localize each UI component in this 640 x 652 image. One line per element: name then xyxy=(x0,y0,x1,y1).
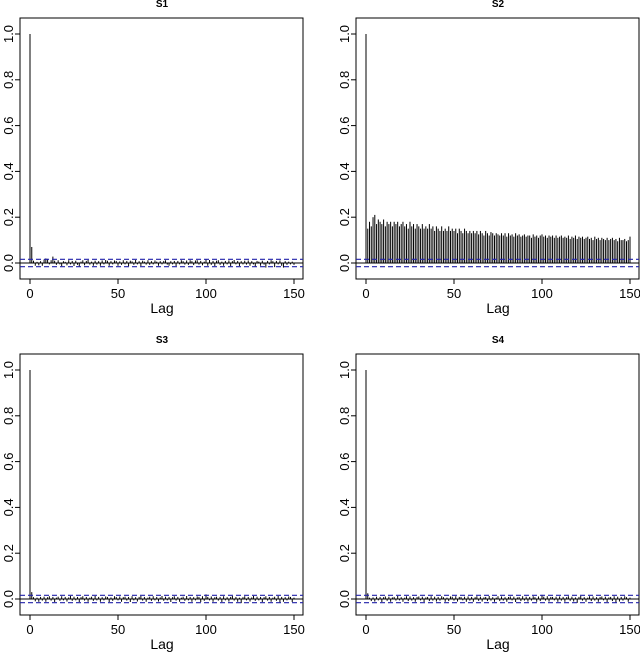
panel-title: S4 xyxy=(492,335,505,346)
y-tick-label: 1.0 xyxy=(337,361,352,379)
x-axis-label: Lag xyxy=(150,636,173,652)
panel-title: S2 xyxy=(492,0,505,10)
x-tick-label: 0 xyxy=(362,622,369,637)
panel-s4: S4 0 50 100 150 0.0 0.2 0.4 0.6 0.8 1.0 Lag xyxy=(337,335,640,652)
y-tick-label: 0.6 xyxy=(337,117,352,135)
plot-frame xyxy=(355,353,640,616)
y-tick-label: 0.0 xyxy=(1,590,16,608)
y-tick-label: 0.4 xyxy=(1,498,16,516)
panel-s2: S2 0 50 100 150 0.0 0.2 0.4 0.6 0.8 1.0 Lag xyxy=(337,0,640,316)
panel-s1: S1 0 50 100 150 0.0 0.2 0.4 0.6 0.8 1.0 Lag xyxy=(1,0,305,316)
x-tick-label: 50 xyxy=(447,286,461,301)
y-tick-label: 0.6 xyxy=(337,453,352,471)
x-tick-label: 150 xyxy=(619,286,640,301)
panel-s3: S3 0 50 100 150 0.0 0.2 0.4 0.6 0.8 1.0 Lag xyxy=(1,335,305,652)
y-tick-label: 0.4 xyxy=(337,162,352,180)
y-tick-label: 0.8 xyxy=(337,71,352,89)
y-tick-label: 0.2 xyxy=(337,208,352,226)
x-axis-label: Lag xyxy=(486,300,509,316)
y-tick-label: 0.2 xyxy=(1,208,16,226)
x-tick-label: 100 xyxy=(531,622,553,637)
plot-frame xyxy=(355,17,640,280)
y-tick-label: 0.6 xyxy=(1,453,16,471)
x-tick-label: 50 xyxy=(111,622,125,637)
y-tick-label: 0.0 xyxy=(1,254,16,272)
y-tick-label: 0.0 xyxy=(337,590,352,608)
y-tick-label: 0.8 xyxy=(337,407,352,425)
x-tick-label: 0 xyxy=(26,286,33,301)
y-tick-label: 0.8 xyxy=(1,407,16,425)
x-axis-label: Lag xyxy=(486,636,509,652)
x-tick-label: 0 xyxy=(26,622,33,637)
y-tick-label: 0.8 xyxy=(1,71,16,89)
x-tick-label: 100 xyxy=(195,286,217,301)
x-tick-label: 150 xyxy=(283,286,305,301)
x-tick-label: 0 xyxy=(362,286,369,301)
y-tick-label: 1.0 xyxy=(337,25,352,43)
panel-title: S1 xyxy=(156,0,169,10)
y-tick-label: 0.4 xyxy=(1,162,16,180)
x-tick-label: 50 xyxy=(111,286,125,301)
y-tick-label: 1.0 xyxy=(1,361,16,379)
x-tick-label: 150 xyxy=(283,622,305,637)
x-tick-label: 100 xyxy=(195,622,217,637)
plot-frame xyxy=(19,353,304,616)
y-tick-label: 0.6 xyxy=(1,117,16,135)
panel-title: S3 xyxy=(156,335,169,346)
y-tick-label: 1.0 xyxy=(1,25,16,43)
x-tick-label: 50 xyxy=(447,622,461,637)
plot-frame xyxy=(19,17,304,280)
x-tick-label: 100 xyxy=(531,286,553,301)
y-tick-label: 0.4 xyxy=(337,498,352,516)
x-tick-label: 150 xyxy=(619,622,640,637)
y-tick-label: 0.2 xyxy=(337,544,352,562)
x-axis-label: Lag xyxy=(150,300,173,316)
y-tick-label: 0.0 xyxy=(337,254,352,272)
y-tick-label: 0.2 xyxy=(1,544,16,562)
